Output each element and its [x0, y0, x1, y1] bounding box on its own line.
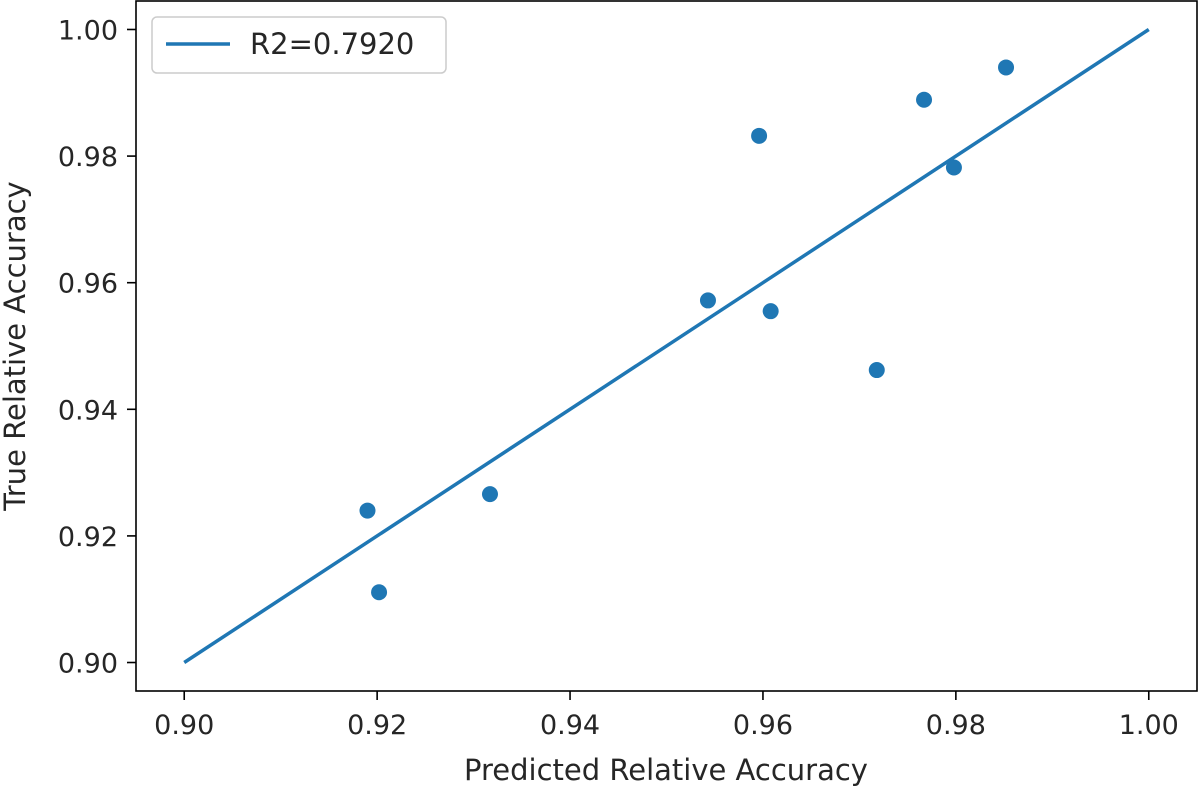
series-layer: [183, 28, 1150, 664]
x-tick-label: 0.96: [733, 710, 793, 741]
scatter-point: [998, 59, 1015, 76]
legend-entry-label: R2=0.7920: [250, 27, 414, 61]
y-tick-label: 0.90: [58, 649, 118, 680]
y-axis: 0.90 0.92 0.94 0.96 0.98 1.00: [58, 15, 136, 680]
x-tick-label: 0.98: [926, 710, 986, 741]
x-tick-label: 0.92: [347, 710, 407, 741]
scatter-point: [699, 292, 716, 309]
scatter-point: [916, 91, 933, 108]
y-axis-label: True Relative Accuracy: [0, 181, 32, 511]
scatter-point: [481, 486, 498, 503]
x-axis: 0.90 0.92 0.94 0.96 0.98 1.00: [154, 691, 1179, 741]
y-tick-label: 0.94: [58, 395, 118, 426]
legend: R2=0.7920: [151, 16, 447, 74]
y-tick-label: 0.96: [58, 269, 118, 300]
y-tick-label: 0.98: [58, 142, 118, 173]
y-tick-label: 1.00: [58, 15, 118, 46]
x-axis-label: Predicted Relative Accuracy: [464, 753, 868, 787]
x-tick-label: 1.00: [1119, 710, 1179, 741]
scatter-point: [945, 159, 962, 176]
scatter-point: [359, 502, 376, 519]
scatter-point: [868, 362, 885, 379]
x-tick-label: 0.90: [154, 710, 214, 741]
fit-line: [183, 28, 1150, 664]
legend-box: [151, 16, 447, 74]
scatter-point: [371, 584, 388, 601]
scatter-point: [762, 303, 779, 320]
scatter-point: [751, 127, 768, 144]
y-tick-label: 0.92: [58, 522, 118, 553]
x-tick-label: 0.94: [540, 710, 600, 741]
